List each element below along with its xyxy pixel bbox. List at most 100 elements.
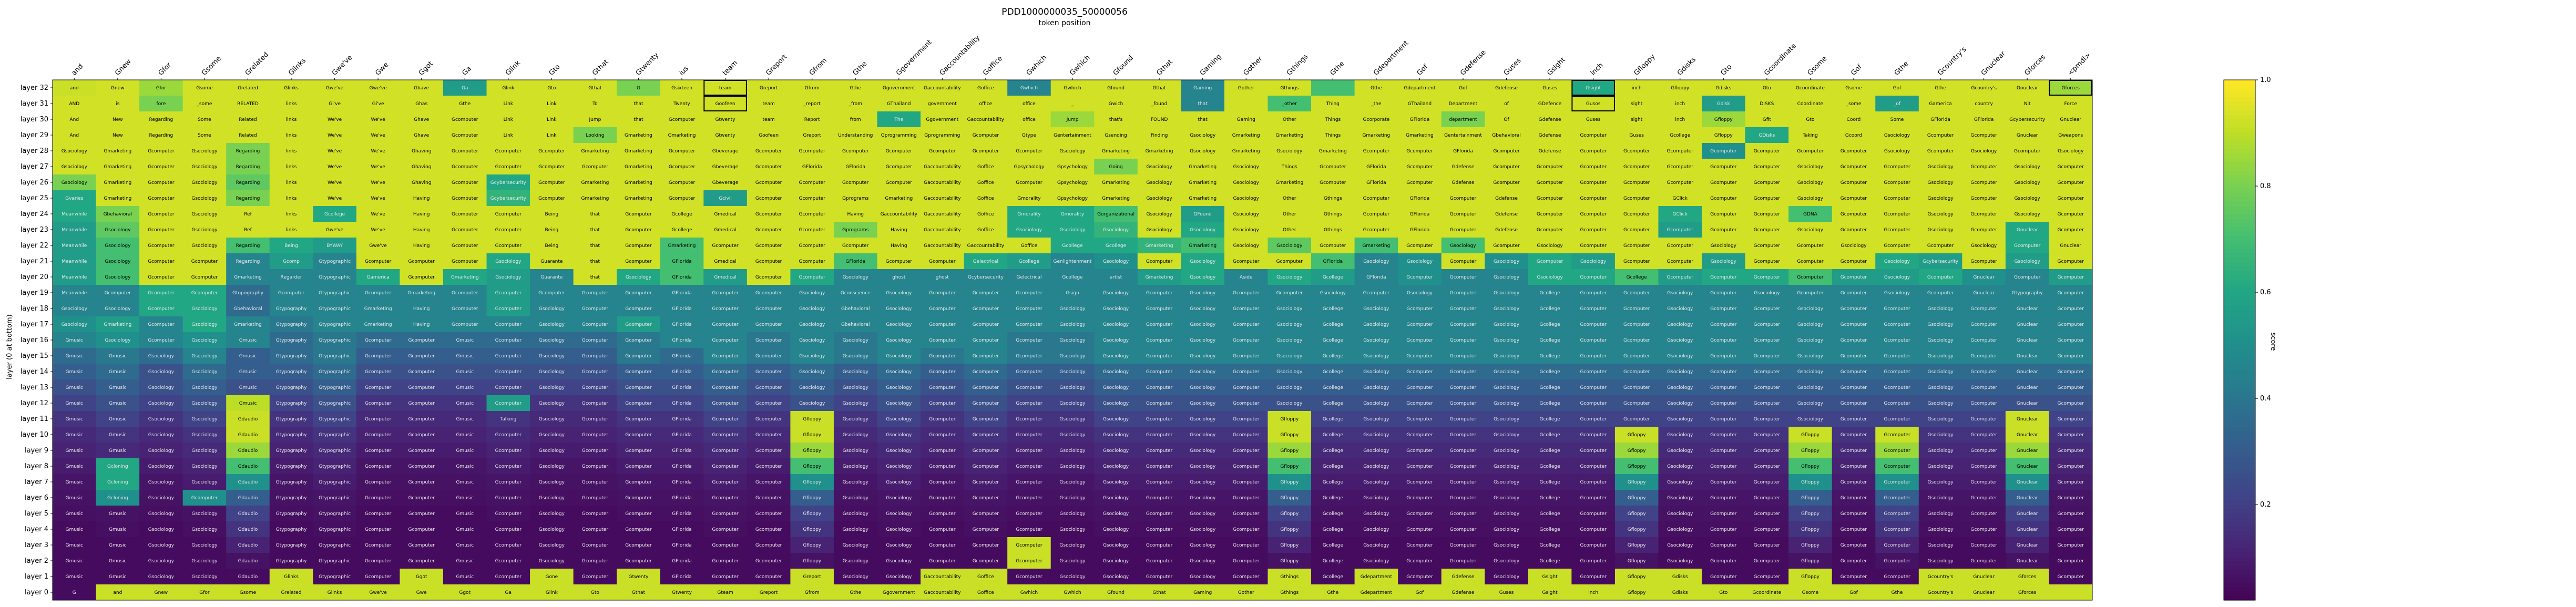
cell-label: Gweapons: [2058, 133, 2083, 138]
cell-label: Gcomputer: [1754, 338, 1781, 343]
cell-label: Gsociology: [1363, 527, 1389, 532]
heatmap-cell: [2005, 206, 2049, 222]
cell-label: Greport: [760, 86, 778, 91]
heatmap-cell: [790, 96, 834, 112]
heatmap-cell: [2049, 143, 2093, 159]
colorbar-band: [2224, 344, 2255, 349]
cell-label: Gtypographic: [319, 559, 351, 564]
cell-label: Gcoordinate: [1796, 86, 1825, 91]
heatmap-cell: [486, 174, 530, 191]
heatmap-cell: [1788, 111, 1833, 128]
cell-label: Gcomputer: [452, 149, 478, 154]
cell-label: Glinks: [284, 574, 299, 580]
cell-label: Gcomputer: [712, 543, 739, 548]
cell-label: Gcomputer: [755, 369, 782, 375]
cell-label: Gmusic: [65, 448, 83, 454]
heatmap-cell: [400, 206, 444, 222]
cell-label: Jump: [588, 117, 601, 122]
cell-label: We've: [371, 228, 386, 233]
cell-label: GFlorida: [1410, 117, 1430, 122]
cell-label: Gsociology: [1927, 511, 1954, 517]
cell-label: Gmusic: [456, 464, 474, 469]
cell-label: Gsociology: [539, 433, 565, 438]
cell-label: Link: [547, 101, 557, 107]
cell-label: Gsociology: [1494, 354, 1520, 359]
cell-label: Gcomputer: [582, 417, 609, 422]
colorbar-band: [2224, 197, 2255, 202]
cell-label: Gcomputer: [1667, 259, 1694, 264]
heatmap-cell: [443, 190, 487, 207]
cell-label: Gcomputer: [1233, 433, 1260, 438]
cell-label: Gwe've: [370, 243, 387, 249]
cell-label: Gaming: [1237, 117, 1255, 122]
cell-label: Gsociology: [1276, 354, 1303, 359]
cell-label: Gmarketing: [1146, 275, 1173, 280]
cell-label: Gcomputer: [1884, 511, 1910, 517]
cell-label: Gcomputer: [191, 259, 218, 264]
cell-label: Gbehavioral: [841, 306, 870, 312]
cell-label: Gmusic: [109, 385, 127, 390]
heatmap-cell: [96, 190, 140, 207]
cell-label: Gsociology: [148, 401, 175, 406]
cell-label: Gsociology: [539, 559, 565, 564]
cell-label: Other: [1283, 196, 1296, 201]
heatmap-cell: [833, 96, 878, 112]
cell-label: Gnuclear: [2017, 527, 2038, 532]
x-tick-label: Gsome: [200, 55, 223, 77]
colorbar-band: [2224, 266, 2255, 271]
colorbar-band: [2224, 305, 2255, 310]
cell-label: Gmarketing: [581, 196, 609, 201]
cell-label: Gcomputer: [1016, 322, 1042, 327]
cell-label: Gcomputer: [1884, 480, 1910, 485]
cell-label: _the: [1371, 101, 1382, 107]
y-tick-label: layer 24: [21, 210, 48, 218]
cell-label: Gsociology: [539, 496, 565, 501]
colorbar-band: [2224, 110, 2255, 115]
cell-label: Gtypography: [276, 511, 307, 517]
cell-label: Gcomputer: [1450, 259, 1477, 264]
cell-label: Gthat: [1152, 590, 1166, 595]
colorbar-band: [2224, 219, 2255, 223]
cell-label: Gsociology: [148, 527, 175, 532]
colorbar-band: [2224, 400, 2255, 406]
cell-label: Ggovernment: [926, 117, 958, 122]
cell-label: Related: [239, 117, 257, 122]
heatmap-cell: [617, 190, 661, 207]
cell-label: Gcomputer: [1710, 306, 1737, 312]
cell-label: Gsociology: [1407, 291, 1433, 296]
colorbar-band: [2224, 340, 2255, 345]
cell-label: Gsociology: [886, 480, 912, 485]
heatmap-cell: [139, 222, 183, 238]
cell-label: We've: [328, 149, 342, 154]
cell-label: Gcomputer: [1016, 543, 1042, 548]
colorbar-band: [2224, 192, 2255, 198]
cell-label: Going: [1109, 164, 1122, 170]
cell-label: Gcomputer: [1623, 369, 1650, 375]
cell-label: Some: [198, 117, 211, 122]
cell-label: Gcomputer: [842, 149, 869, 154]
cell-label: Gcomputer: [1884, 354, 1910, 359]
cell-label: Gfloppy: [1628, 543, 1647, 548]
cell-label: Gcollege: [1323, 527, 1344, 532]
cell-label: Gcomputer: [582, 543, 609, 548]
cell-label: Gcomputer: [1233, 306, 1260, 312]
cell-label: Gfound: [1107, 590, 1125, 595]
cell-label: DISKS: [1760, 101, 1774, 107]
cell-label: Gsociology: [1494, 401, 1520, 406]
cell-label: Gcomputer: [495, 243, 522, 249]
cell-label: Gdisks: [1715, 86, 1731, 91]
cell-label: Gsociology: [191, 417, 218, 422]
cell-label: GFlorida: [672, 338, 692, 343]
cell-label: government: [928, 101, 957, 107]
cell-label: Gvaries: [65, 196, 84, 201]
cell-label: Gsociology: [1276, 369, 1303, 375]
cell-label: Gcomputer: [191, 496, 218, 501]
x-tick-label: Gthat: [1155, 58, 1174, 77]
heatmap-cell: [1875, 206, 1919, 222]
heatmap-cell: [1528, 96, 1572, 112]
cell-label: Gsociology: [1494, 464, 1520, 469]
colorbar-band: [2224, 387, 2255, 393]
colorbar-label: score: [2269, 333, 2277, 351]
cell-label: Gcomputer: [1754, 212, 1781, 217]
heatmap-cell: [400, 96, 444, 112]
